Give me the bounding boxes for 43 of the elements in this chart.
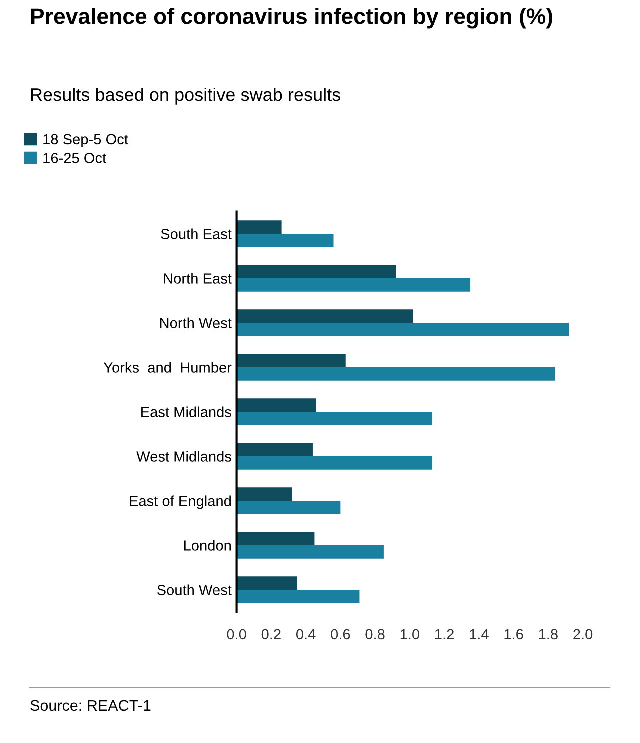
bar [236, 278, 471, 292]
y-tick-label: North West [160, 318, 232, 328]
bar [236, 265, 396, 278]
x-tick-label: 0.0 [227, 629, 246, 640]
bar [236, 354, 346, 368]
x-tick-label: 0.4 [296, 629, 316, 640]
x-tick-label: 1.8 [539, 629, 558, 640]
bar [236, 310, 414, 323]
source-note: Source: REACT-1 [30, 700, 151, 712]
y-tick-label: North East [164, 273, 232, 284]
y-tick-label: London [184, 540, 231, 551]
bar [236, 367, 556, 381]
y-tick-label: East of England [130, 496, 232, 510]
bar [236, 323, 570, 336]
legend-label: 16-25 Oct [44, 153, 106, 164]
x-tick-label: 0.8 [366, 629, 385, 640]
bar [236, 398, 316, 412]
y-tick-label: South East [161, 228, 232, 240]
x-tick-label: 1.6 [504, 629, 524, 640]
bar [236, 456, 432, 470]
y-tick-label: East Midlands [142, 406, 232, 418]
bar [236, 488, 292, 501]
bar [236, 443, 313, 456]
y-tick-label: West Midlands [136, 451, 232, 462]
bar [236, 234, 334, 248]
x-tick-label: 1.0 [400, 629, 420, 640]
y-tick-label: Yorks and Humber [104, 362, 232, 373]
bar [236, 412, 432, 426]
chart-subtitle: Results based on positive swab results [31, 88, 340, 105]
x-tick-label: 1.4 [470, 629, 489, 640]
y-tick-label: South West [157, 584, 232, 596]
x-tick-label: 1.2 [436, 629, 454, 640]
chart-title: Prevalence of coronavirus infection by region (%) [31, 8, 552, 29]
bar [236, 532, 315, 546]
bar [236, 590, 360, 604]
x-tick-label: 2.0 [574, 629, 593, 640]
bar [236, 220, 282, 234]
bar [236, 545, 384, 559]
bar [236, 576, 298, 590]
x-tick-label: 0.6 [331, 629, 350, 640]
legend-label: 18 Sep-5 Oct [44, 134, 128, 148]
x-tick-label: 0.2 [262, 629, 281, 640]
bar [236, 500, 341, 514]
